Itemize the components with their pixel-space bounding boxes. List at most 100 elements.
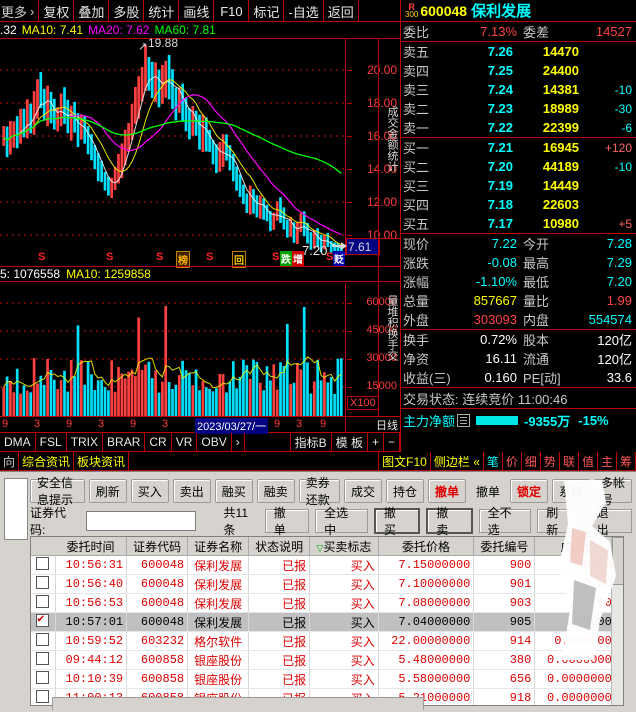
table-row[interactable]: 10:56:53 600048 保利发展 已报 买入 7.08000000 903 0.000: [31, 593, 623, 613]
buy-button[interactable]: 买入: [130, 479, 169, 503]
cell-order-time[interactable]: 10:56:40: [55, 574, 128, 594]
indicator-b-button[interactable]: 指标B: [291, 433, 332, 451]
table-row[interactable]: 10:56:31 600048 保利发展 已报 买入 7.15000000 900 0.000: [31, 555, 623, 575]
cell-security-name[interactable]: 保利发展: [187, 593, 250, 613]
toolbar-item-huaxian[interactable]: 画线: [178, 0, 213, 21]
cancel-buys-button[interactable]: 撤 买: [373, 506, 421, 537]
ask-level-2[interactable]: 卖二 7.23 18989 -30: [403, 101, 632, 117]
cell-order-time[interactable]: 09:44:12: [55, 650, 128, 670]
info-tab-xi[interactable]: 细: [522, 452, 541, 470]
cell-security-code[interactable]: 600858: [126, 650, 189, 670]
tab-cr[interactable]: CR: [145, 433, 172, 451]
info-tab-shi[interactable]: 势: [541, 452, 560, 470]
cell-security-name[interactable]: 保利发展: [187, 574, 250, 594]
cell-trade-flag[interactable]: 买入: [309, 574, 379, 594]
safety-info-button[interactable]: 安全信息提示: [30, 476, 85, 507]
positions-button[interactable]: 持仓: [386, 479, 424, 503]
bid-level-2[interactable]: 买二 7.20 44189 -10: [403, 159, 632, 175]
info-sidebar[interactable]: 侧边栏 «: [431, 452, 484, 470]
cell-checkbox[interactable]: [31, 611, 56, 632]
cell-deal-price[interactable]: 0.00000000: [534, 650, 623, 670]
tab-vr[interactable]: VR: [172, 433, 198, 451]
security-code-input[interactable]: [85, 511, 196, 531]
volume-chart[interactable]: [0, 283, 345, 416]
toolbar-item-biaoji[interactable]: 标记: [248, 0, 283, 21]
tab-trix[interactable]: TRIX: [67, 433, 104, 451]
row-checkbox[interactable]: [36, 651, 50, 665]
cell-order-time[interactable]: 10:56:53: [55, 593, 128, 613]
cell-status[interactable]: 已报: [248, 555, 311, 575]
cell-order-time[interactable]: 10:56:31: [55, 555, 128, 575]
tab-dma[interactable]: DMA: [0, 433, 36, 451]
zoom-out-button[interactable]: −: [384, 433, 400, 451]
cell-security-code[interactable]: 600048: [126, 593, 189, 613]
tab-next-icon[interactable]: ›: [232, 433, 245, 451]
deselect-all-button[interactable]: 全不选: [478, 506, 532, 537]
cell-checkbox[interactable]: [31, 631, 56, 651]
cell-trade-flag[interactable]: 买入: [309, 555, 379, 575]
cell-status[interactable]: 已报: [248, 650, 311, 670]
price-chart[interactable]: [0, 39, 345, 255]
cancel-selected-button[interactable]: 撤 单: [264, 506, 310, 537]
info-sector[interactable]: 板块资讯: [74, 452, 130, 470]
header-order-number[interactable]: 委托编号: [473, 537, 536, 556]
cell-status[interactable]: 已报: [248, 593, 311, 613]
date-axis[interactable]: 9 3 9 3 9 3 2023/03/27/一 9 3 9: [0, 416, 400, 434]
row-checkbox[interactable]: [36, 611, 50, 627]
info-tab-jia[interactable]: 价: [503, 452, 522, 470]
table-scrollbar[interactable]: [611, 537, 623, 705]
cell-checkbox[interactable]: [31, 688, 56, 705]
cell-order-price[interactable]: 7.10000000: [378, 574, 475, 594]
cancel-order-button-active[interactable]: 撤单: [428, 479, 466, 503]
cell-order-time[interactable]: 10:57:01: [55, 612, 128, 632]
cell-order-number[interactable]: 903: [473, 593, 536, 613]
cell-security-name[interactable]: 银座股份: [187, 669, 250, 689]
margin-sell-button[interactable]: 融卖: [256, 479, 295, 503]
header-status[interactable]: 状态说明: [248, 537, 311, 556]
cell-status[interactable]: 已报: [248, 631, 311, 651]
cell-deal-price[interactable]: 0.000: [534, 574, 623, 594]
ask-level-4[interactable]: 卖四 7.25 24400: [403, 63, 579, 79]
cell-order-number[interactable]: 380: [473, 650, 536, 670]
bid-level-5[interactable]: 买五 7.17 10980 +5: [403, 216, 632, 232]
cell-order-price[interactable]: 7.04000000: [378, 612, 475, 632]
header-trade-flag[interactable]: ▽买卖标志: [309, 537, 379, 556]
info-tab-bi[interactable]: 笔: [484, 452, 503, 470]
lock-button[interactable]: 锁定: [510, 479, 548, 503]
info-f10[interactable]: 图文F10: [379, 452, 431, 470]
bid-level-3[interactable]: 买三 7.19 14449: [403, 178, 579, 194]
info-tab-zhi[interactable]: 值: [579, 452, 598, 470]
cell-status[interactable]: 已报: [248, 574, 311, 594]
cell-security-name[interactable]: 保利发展: [187, 555, 250, 575]
cell-order-number[interactable]: 901: [473, 574, 536, 594]
row-checkbox[interactable]: [36, 632, 50, 646]
cell-deal-price[interactable]: 0.00000000: [534, 688, 623, 705]
row-checkbox[interactable]: [36, 594, 50, 608]
cell-status[interactable]: 已报: [248, 612, 311, 632]
info-tab-chou[interactable]: 筹: [617, 452, 636, 470]
deals-button[interactable]: 成交: [344, 479, 382, 503]
sell-button[interactable]: 卖出: [172, 479, 211, 503]
sell-to-repay-button[interactable]: 卖券还款: [298, 476, 340, 507]
cell-trade-flag[interactable]: 买入: [309, 650, 379, 670]
cell-checkbox[interactable]: [31, 555, 56, 575]
ask-level-1[interactable]: 卖一 7.22 22399 -6: [403, 120, 632, 136]
cell-trade-flag[interactable]: 买入: [309, 612, 379, 632]
table-row[interactable]: 09:44:12 600858 银座股份 已报 买入 5.48000000 380 0.000…: [31, 650, 623, 670]
header-order-price[interactable]: 委托价格: [378, 537, 475, 556]
system-button[interactable]: 系统: [552, 479, 590, 503]
ask-level-3[interactable]: 卖三 7.24 14381 -10: [403, 82, 632, 98]
refresh-button[interactable]: 刷新: [88, 479, 127, 503]
header-security-name[interactable]: 证券名称: [187, 537, 250, 556]
cell-deal-price[interactable]: 0.000: [534, 593, 623, 613]
cell-order-number[interactable]: 914: [473, 631, 536, 651]
cell-deal-price[interactable]: 0.000: [534, 555, 623, 575]
tab-brar[interactable]: BRAR: [103, 433, 146, 451]
table-row[interactable]: 10:59:52 603232 格尔软件 已报 买入 22.00000000 914 0.00…: [31, 631, 623, 651]
period-selector[interactable]: 日线: [345, 416, 400, 433]
ask-level-5[interactable]: 卖五 7.26 14470: [403, 44, 579, 60]
toolbar-item-diejia[interactable]: 叠加: [73, 0, 108, 21]
cancel-sells-button[interactable]: 撤 卖: [426, 506, 473, 537]
cell-checkbox[interactable]: [31, 669, 56, 689]
